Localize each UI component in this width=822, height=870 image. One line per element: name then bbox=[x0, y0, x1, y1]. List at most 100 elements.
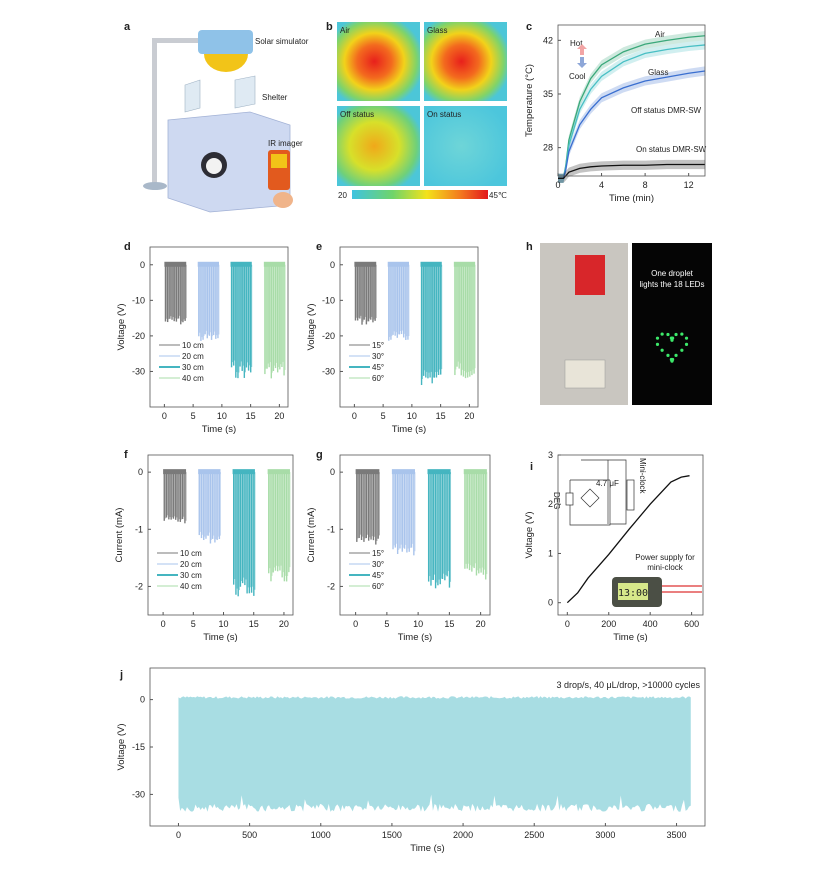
x-axis-label: Time (min) bbox=[609, 193, 654, 204]
legend-label: 15° bbox=[372, 341, 384, 350]
y-tick-label: 0 bbox=[548, 598, 553, 608]
pulse-baseline bbox=[427, 469, 451, 475]
clock-display-text: 13:00 bbox=[618, 588, 648, 599]
legend-label: 20 cm bbox=[180, 560, 202, 569]
chart-i: 0 200 400 600 0 1 2 3 Time (s) Voltage (V) bbox=[524, 450, 704, 643]
y-tick-label: 2 bbox=[548, 499, 553, 509]
thermal-image-on-status bbox=[424, 106, 507, 186]
x-tick-label: 2500 bbox=[524, 830, 544, 840]
panel-j-note: 3 drop/s, 40 μL/drop, >10000 cycles bbox=[556, 680, 700, 690]
charts: Air Glass Off status DMR-SW On status DMR-S… bbox=[114, 24, 707, 854]
x-axis-label: Time (s) bbox=[392, 424, 426, 435]
power-supply-label: Power supply for bbox=[635, 553, 695, 562]
error-band bbox=[558, 31, 705, 183]
axes-frame bbox=[339, 454, 491, 616]
pulse-baseline bbox=[354, 261, 377, 267]
axes-frame bbox=[557, 454, 704, 616]
panel-label-i: i bbox=[530, 461, 533, 473]
legend-label: 10 cm bbox=[180, 549, 202, 558]
panel-label-f: f bbox=[124, 449, 128, 461]
legend-label: 60° bbox=[372, 582, 384, 591]
mini-clock-element bbox=[626, 479, 635, 511]
y-tick-label: 0 bbox=[140, 695, 145, 705]
y-tick-label: -20 bbox=[322, 331, 335, 341]
colorbar bbox=[352, 190, 488, 199]
x-tick-label: 0 bbox=[353, 619, 358, 629]
lamp-base bbox=[143, 182, 167, 190]
panel-h-photos: h One droplet lights the 18 LEDs bbox=[526, 241, 712, 405]
x-tick-label: 500 bbox=[242, 830, 257, 840]
led bbox=[660, 332, 664, 336]
y-tick-label: -10 bbox=[322, 295, 335, 305]
colorbar-min: 20 bbox=[338, 191, 347, 200]
thermal-image-air bbox=[337, 22, 420, 101]
legend-label: 40 cm bbox=[182, 374, 204, 383]
series-line bbox=[566, 475, 690, 604]
lamp-bulb bbox=[204, 54, 248, 72]
y-tick-label: -30 bbox=[322, 366, 335, 376]
x-tick-label: 1000 bbox=[311, 830, 331, 840]
ir-imager-screen bbox=[271, 154, 287, 168]
x-tick-label: 15 bbox=[246, 411, 256, 421]
lamp-stand bbox=[152, 38, 157, 186]
dense-pulse-band bbox=[178, 696, 691, 812]
series-label: Off status DMR-SW bbox=[631, 106, 702, 115]
panel-i-inset: i 4.7 μF DEG Mini-clock Power supply for… bbox=[530, 458, 702, 607]
x-tick-label: 12 bbox=[684, 180, 694, 190]
pulse-baseline bbox=[355, 469, 380, 475]
x-tick-label: 10 bbox=[217, 411, 227, 421]
red-droplet-device bbox=[575, 255, 605, 295]
legend-label: 10 cm bbox=[182, 341, 204, 350]
pulse-baseline bbox=[230, 261, 252, 267]
cool-arrow-icon bbox=[577, 57, 587, 68]
y-tick-label: 0 bbox=[140, 260, 145, 270]
thermal-label: Glass bbox=[427, 26, 447, 35]
solar-simulator-label: Solar simulator bbox=[255, 37, 309, 46]
y-tick-label: 0 bbox=[138, 467, 143, 477]
pulse-baseline bbox=[164, 261, 187, 267]
x-axis-label: Time (s) bbox=[410, 843, 444, 854]
legend-label: 45° bbox=[372, 363, 384, 372]
y-tick-label: -15 bbox=[132, 742, 145, 752]
pulse-baseline bbox=[420, 261, 442, 267]
legend-label: 30° bbox=[372, 560, 384, 569]
led bbox=[666, 353, 670, 357]
y-tick-label: 35 bbox=[543, 89, 553, 99]
panel-label-d: d bbox=[124, 241, 131, 253]
led bbox=[684, 342, 689, 346]
y-tick-label: 28 bbox=[543, 143, 553, 153]
chart-c: Air Glass Off status DMR-SW On status DMR-S… bbox=[524, 24, 707, 204]
clock-wires bbox=[662, 585, 702, 593]
y-tick-label: 1 bbox=[548, 548, 553, 558]
x-tick-label: 400 bbox=[643, 619, 658, 629]
y-tick-label: -30 bbox=[132, 366, 145, 376]
led-caption: lights the 18 LEDs bbox=[640, 280, 705, 289]
y-tick-label: 42 bbox=[543, 35, 553, 45]
thermal-label: Air bbox=[340, 26, 350, 35]
led bbox=[684, 336, 689, 340]
colorbar-max: 45℃ bbox=[489, 191, 507, 200]
x-axis-label: Time (s) bbox=[202, 424, 236, 435]
legend-label: 30 cm bbox=[180, 571, 202, 580]
legend-label: 40 cm bbox=[180, 582, 202, 591]
pulse-baseline bbox=[453, 261, 476, 267]
legend-label: 30 cm bbox=[182, 363, 204, 372]
series-label: Air bbox=[655, 30, 665, 39]
pulse-baseline bbox=[198, 469, 221, 475]
axes-frame bbox=[147, 454, 294, 616]
ir-imager-label: IR imager bbox=[268, 139, 303, 148]
x-tick-label: 5 bbox=[191, 619, 196, 629]
y-tick-label: -1 bbox=[327, 524, 335, 534]
y-axis-label: Voltage (V) bbox=[524, 512, 535, 559]
deg-label: DEG bbox=[552, 492, 561, 509]
breadboard bbox=[564, 359, 606, 389]
led bbox=[655, 336, 660, 340]
cool-label: Cool bbox=[569, 72, 586, 81]
deg-element bbox=[565, 492, 574, 506]
legend-label: 45° bbox=[372, 571, 384, 580]
y-axis-label: Voltage (V) bbox=[116, 304, 127, 351]
bridge-rectifier bbox=[580, 488, 600, 508]
pulse-baseline bbox=[387, 261, 409, 267]
x-tick-label: 15 bbox=[249, 619, 259, 629]
y-tick-label: 3 bbox=[548, 450, 553, 460]
